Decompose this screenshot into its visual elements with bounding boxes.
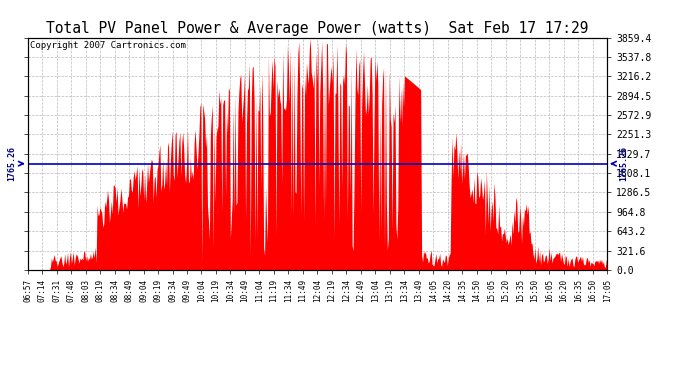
Text: Copyright 2007 Cartronics.com: Copyright 2007 Cartronics.com bbox=[30, 41, 186, 50]
Title: Total PV Panel Power & Average Power (watts)  Sat Feb 17 17:29: Total PV Panel Power & Average Power (wa… bbox=[46, 21, 589, 36]
Text: 1765.26: 1765.26 bbox=[619, 146, 628, 181]
Text: 1765.26: 1765.26 bbox=[7, 146, 16, 181]
